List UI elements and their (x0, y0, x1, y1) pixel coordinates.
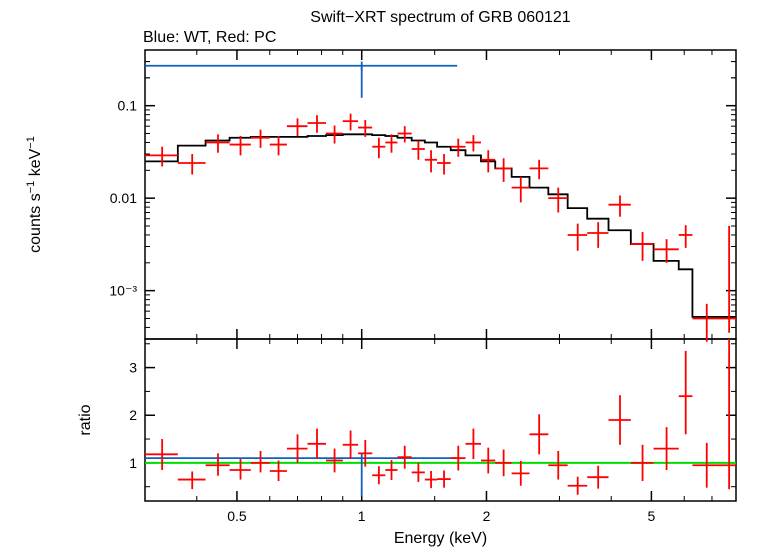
y-tick-label-bottom: 3 (129, 360, 137, 376)
x-tick-label: 1 (358, 508, 366, 524)
x-tick-label: 2 (483, 508, 491, 524)
spectrum-chart: Swift−XRT spectrum of GRB 060121 Blue: WT… (0, 0, 758, 556)
x-tick-label: 5 (648, 508, 656, 524)
chart-title: Swift−XRT spectrum of GRB 060121 (310, 9, 571, 26)
chart-subtitle: Blue: WT, Red: PC (143, 29, 276, 46)
y-tick-label-top: 0.1 (118, 98, 138, 114)
y-axis-label-top: counts s−1 keV−1 (25, 136, 44, 253)
y-tick-label-top: 10⁻³ (109, 283, 137, 299)
y-tick-label-top: 0.01 (110, 190, 137, 206)
y-tick-label-bottom: 1 (129, 455, 137, 471)
y-axis-label-bottom: ratio (77, 404, 94, 435)
y-tick-label-bottom: 2 (129, 407, 137, 423)
top-panel-frame (145, 50, 736, 339)
x-axis-label: Energy (keV) (394, 530, 487, 547)
chart-container: Swift−XRT spectrum of GRB 060121 Blue: WT… (0, 0, 758, 556)
bottom-panel-frame (145, 339, 736, 501)
x-tick-label: 0.5 (227, 508, 247, 524)
model-step-line (145, 134, 736, 317)
